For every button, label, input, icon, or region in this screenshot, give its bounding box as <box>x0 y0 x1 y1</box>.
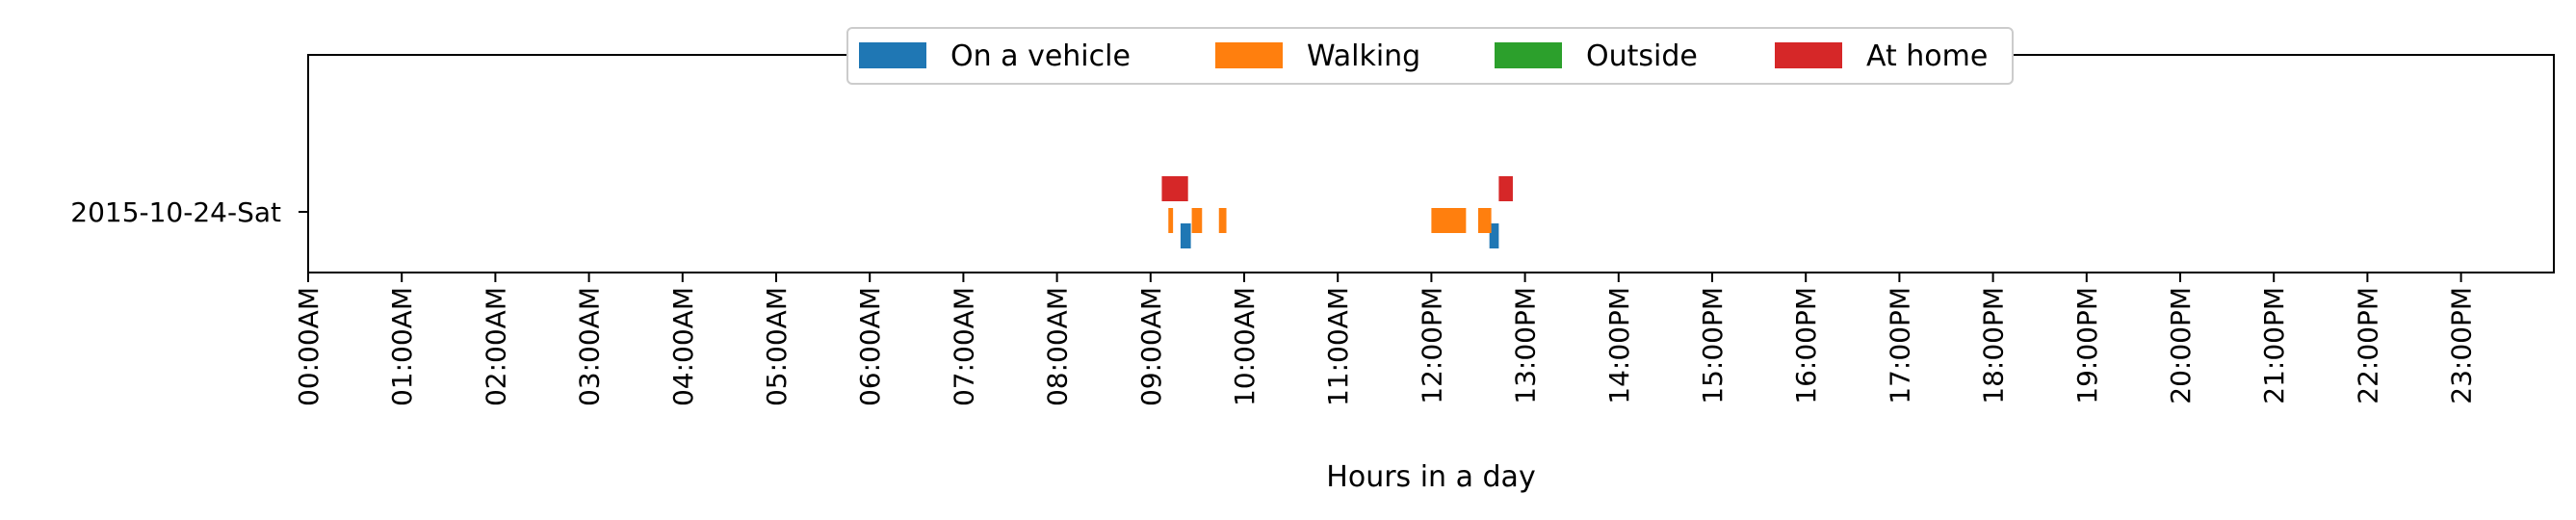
x-tick-label: 05:00AM <box>761 287 793 406</box>
legend-label-on-a-vehicle: On a vehicle <box>950 39 1131 73</box>
x-tick-label: 00:00AM <box>293 287 325 406</box>
x-tick-label: 06:00AM <box>854 287 886 406</box>
x-tick-label: 21:00PM <box>2258 287 2290 404</box>
y-tick-label: 2015-10-24-Sat <box>70 196 281 228</box>
legend-label-walking: Walking <box>1307 39 1420 73</box>
x-tick-label: 16:00PM <box>1790 287 1822 404</box>
x-tick-label: 12:00PM <box>1416 287 1447 404</box>
x-tick-label: 18:00PM <box>1978 287 2010 404</box>
x-tick-label: 20:00PM <box>2165 287 2197 404</box>
x-tick-label: 08:00AM <box>1042 287 1074 406</box>
x-tick-label: 11:00AM <box>1322 287 1354 406</box>
bar-walking <box>1168 208 1174 233</box>
x-tick-label: 22:00PM <box>2352 287 2383 404</box>
x-tick-label: 09:00AM <box>1135 287 1167 406</box>
x-axis: 00:00AM 01:00AM 02:00AM 03:00AM 04:00AM 05:00… <box>293 273 2478 406</box>
x-tick-label: 10:00AM <box>1229 287 1261 406</box>
bar-at-home <box>1161 176 1188 201</box>
legend-swatch-on-a-vehicle <box>859 42 926 68</box>
x-tick-label: 04:00AM <box>667 287 699 406</box>
bar-walking <box>1191 208 1203 233</box>
x-tick-label: 02:00AM <box>480 287 511 406</box>
x-tick-label: 07:00AM <box>948 287 979 406</box>
bar-walking <box>1478 208 1492 233</box>
x-tick-label: 03:00AM <box>574 287 606 406</box>
legend-box <box>846 27 2014 85</box>
x-tick-label: 23:00PM <box>2446 287 2478 404</box>
x-tick-label: 01:00AM <box>386 287 418 406</box>
legend: On a vehicle Walking Outside At home <box>846 27 2014 85</box>
bar-on-a-vehicle <box>1180 223 1191 248</box>
x-tick-label: 13:00PM <box>1510 287 1542 404</box>
bar-at-home <box>1498 176 1513 201</box>
x-tick-label: 19:00PM <box>2071 287 2103 404</box>
bar-walking <box>1218 208 1227 233</box>
timeline-bars <box>1161 176 1513 248</box>
bar-walking <box>1431 208 1467 233</box>
x-tick-label: 15:00PM <box>1697 287 1729 404</box>
x-axis-label: Hours in a day <box>1326 460 1535 494</box>
legend-swatch-outside <box>1495 42 1562 68</box>
x-tick-label: 14:00PM <box>1603 287 1635 404</box>
legend-swatch-at-home <box>1775 42 1842 68</box>
bar-on-a-vehicle <box>1489 223 1499 248</box>
legend-label-at-home: At home <box>1866 39 1988 73</box>
legend-swatch-walking <box>1215 42 1283 68</box>
y-axis: 2015-10-24-Sat <box>70 196 308 228</box>
legend-label-outside: Outside <box>1586 39 1698 73</box>
x-tick-label: 17:00PM <box>1884 287 1915 404</box>
